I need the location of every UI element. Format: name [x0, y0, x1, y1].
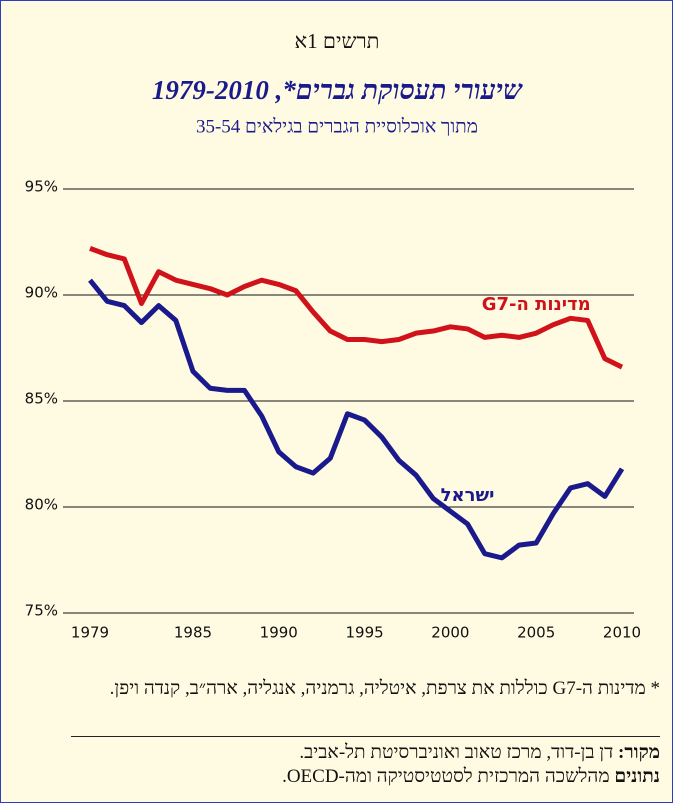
data-text: מהלשכה המרכזית לסטטיסטיקה ומה-OECD. — [282, 766, 610, 787]
chart-title: שיעורי תעסוקת גברים*, 1979-2010 — [152, 75, 523, 105]
x-tick-label: 1985 — [174, 624, 212, 642]
x-tick-label: 1979 — [71, 624, 109, 642]
sources: מקור: דן בן-דוד, מרכז טאוב ואוניברסיטת ת… — [40, 741, 660, 789]
series-line — [88, 278, 625, 561]
x-tick-label: 2010 — [603, 624, 641, 642]
y-tick-label: 95% — [25, 178, 58, 196]
x-tick-label: 1995 — [345, 624, 383, 642]
data-label: נתונים — [614, 766, 660, 787]
figure-number: תרשים 1א — [295, 29, 380, 53]
chart-subtitle: מתוך אוכלוסיית הגברים בגילאים 35-54 — [196, 116, 478, 137]
separator — [71, 736, 660, 737]
data-line: נתונים מהלשכה המרכזית לסטטיסטיקה ומה-OEC… — [40, 765, 660, 789]
series-label: מדינות ה-G7 — [482, 294, 591, 315]
source-text: דן בן-דוד, מרכז טאוב ואוניברסיטת תל-אביב… — [299, 742, 614, 763]
source-line: מקור: דן בן-דוד, מרכז טאוב ואוניברסיטת ת… — [40, 741, 660, 765]
x-tick-label: 2000 — [431, 624, 469, 642]
series-line — [89, 246, 624, 370]
y-tick-label: 75% — [25, 602, 58, 620]
y-tick-label: 80% — [25, 496, 58, 514]
y-tick-label: 90% — [25, 284, 58, 302]
footnote: * מדינות ה-G7 כוללות את צרפת, איטליה, גר… — [109, 678, 660, 699]
x-tick-label: 2005 — [517, 624, 555, 642]
chart: תרשים 1א שיעורי תעסוקת גברים*, 1979-2010… — [25, 29, 641, 642]
source-label: מקור: — [618, 742, 660, 763]
x-tick-label: 1990 — [260, 624, 298, 642]
y-tick-label: 85% — [25, 390, 58, 408]
series-label: ישראל — [441, 485, 495, 506]
